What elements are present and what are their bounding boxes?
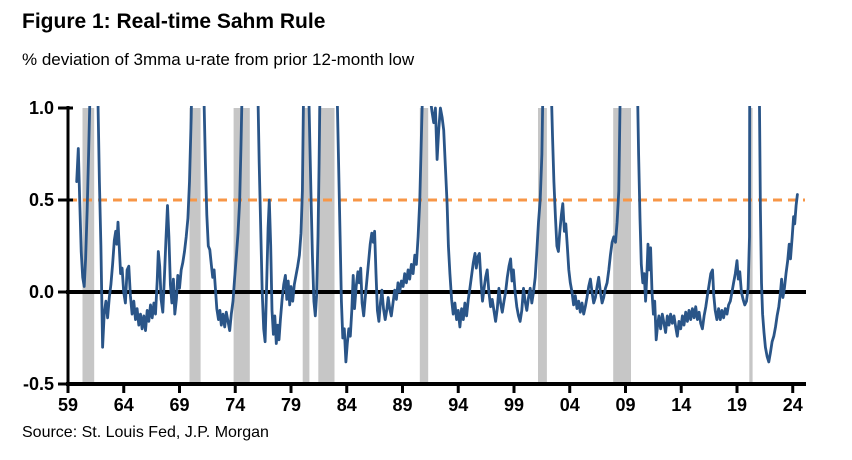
y-tick-label: -0.5 [23,374,54,394]
x-tick-label: 74 [225,395,245,415]
y-tick-label: 0.0 [29,282,54,302]
series-line [75,106,799,364]
y-tick-label: 0.5 [29,190,54,210]
recession-band [82,108,95,384]
x-tick-label: 99 [504,395,524,415]
recession-band [538,108,547,384]
recession-band [749,108,753,384]
x-tick-label: 79 [281,395,301,415]
x-tick-label: 69 [169,395,189,415]
page-title: Figure 1: Real-time Sahm Rule [22,10,326,33]
chart-subtitle: % deviation of 3mma u-rate from prior 12… [22,50,415,69]
recession-band [419,108,429,384]
x-tick-label: 84 [337,395,357,415]
x-tick-label: 04 [560,395,580,415]
y-tick-label: 1.0 [29,98,54,118]
x-tick-label: 89 [392,395,412,415]
x-tick-label: 19 [727,395,747,415]
x-tick-label: 14 [671,395,691,415]
recession-band [233,108,250,384]
x-tick-label: 94 [448,395,468,415]
x-tick-label: 59 [58,395,78,415]
x-tick-label: 24 [783,395,803,415]
recession-band [189,108,201,384]
source-note: Source: St. Louis Fed, J.P. Morgan [22,424,269,441]
recession-band [613,108,631,384]
recession-band [318,108,335,384]
recession-band [302,108,310,384]
x-tick-label: 64 [114,395,134,415]
x-tick-label: 09 [615,395,635,415]
